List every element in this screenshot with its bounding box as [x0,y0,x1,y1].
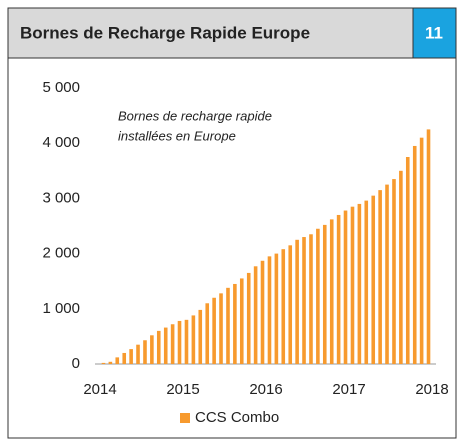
bar [108,361,113,364]
x-tick-label: 2017 [332,381,365,398]
header-panel [7,7,414,59]
legend-label: CCS Combo [195,409,279,426]
bar [260,260,265,364]
bar [322,224,327,364]
bar [219,293,223,364]
bar [150,335,154,364]
bar [212,297,216,364]
y-tick-label: 0 [72,355,80,372]
bar [246,272,251,364]
y-tick-label: 4 000 [42,134,80,151]
bar [364,200,369,364]
bar [329,219,334,364]
bar [115,357,120,364]
bar [295,239,299,364]
bar [163,327,168,364]
bar [288,245,293,364]
bar [239,278,244,364]
bar [136,344,140,364]
badge: 11 [425,23,443,42]
bar [129,349,133,364]
badge-panel [412,7,457,59]
y-tick-label: 1 000 [42,300,80,317]
bar [281,249,286,364]
bar [399,170,403,364]
x-tick-label: 2016 [249,381,282,398]
bar [274,253,279,364]
bar [205,303,210,364]
bar [184,319,189,364]
bar [170,324,175,364]
bar [371,195,376,364]
bar [191,315,196,364]
legend-swatch [180,413,190,423]
y-tick-label: 5 000 [42,79,80,96]
bar [267,256,272,364]
bar [156,330,161,364]
bar [405,157,410,364]
header-title: Bornes de Recharge Rapide Europe [20,23,310,42]
bar [350,206,355,364]
bar [233,283,237,364]
bar [378,190,382,364]
bar [316,228,320,364]
bar [392,179,396,364]
bar [143,340,147,364]
bar [309,234,313,364]
bar [336,214,341,364]
x-tick-label: 2014 [83,381,116,398]
bar [302,237,306,364]
bar [357,203,362,364]
chart-frame [7,57,457,439]
bar [177,320,182,364]
bar [198,309,203,364]
annotation: installées en Europe [118,128,236,143]
bar [122,352,127,364]
bar [385,184,389,364]
y-tick-label: 2 000 [42,245,80,262]
x-tick-label: 2015 [166,381,199,398]
bar [343,210,348,364]
bar [101,362,106,364]
bar [253,266,258,364]
x-tick-label: 2018 [415,381,448,398]
bar [419,137,424,364]
y-tick-label: 3 000 [42,189,80,206]
bar [412,145,417,364]
bar [426,129,431,364]
bar [226,287,230,364]
annotation: Bornes de recharge rapide [118,108,272,123]
